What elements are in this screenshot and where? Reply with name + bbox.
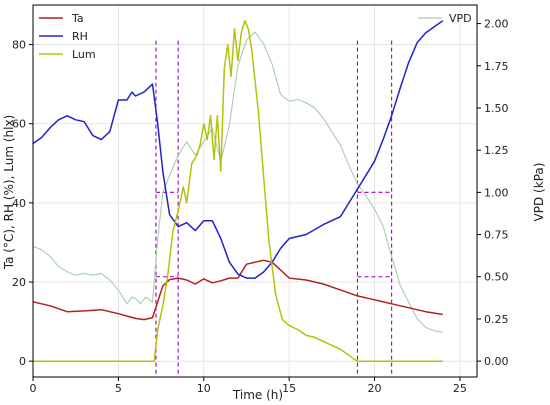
y-right-tick-label: 1.50 bbox=[484, 102, 509, 115]
legend-label-vpd: VPD bbox=[449, 12, 472, 25]
legend-label-rh: RH bbox=[72, 30, 88, 43]
series-lines bbox=[32, 20, 444, 362]
y-right-tick-label: 1.75 bbox=[484, 60, 509, 73]
series-line-vpd bbox=[32, 31, 443, 333]
y-left-tick-label: 40 bbox=[12, 197, 26, 210]
y-right-tick-label: 2.00 bbox=[484, 18, 509, 31]
x-tick-label: 25 bbox=[453, 382, 467, 395]
x-axis-label: Time (h) bbox=[232, 388, 283, 402]
x-tick-label: 0 bbox=[30, 382, 37, 395]
y-right-tick-label: 1.00 bbox=[484, 186, 509, 199]
series-line-lum bbox=[33, 20, 443, 362]
y-left-tick-label: 80 bbox=[12, 39, 26, 52]
axis-ticks: 0 5 10 15 20 25 0 20 40 60 80 0.00 0.25 0.50 0.75 1.00 1… bbox=[12, 18, 509, 395]
series-line-rh bbox=[32, 20, 444, 279]
x-tick-label: 5 bbox=[115, 382, 122, 395]
y-axis-right-label: VPD (kPa) bbox=[532, 163, 546, 222]
y-right-tick-label: 0.25 bbox=[484, 313, 509, 326]
x-tick-label: 15 bbox=[282, 382, 296, 395]
legend-right: VPD bbox=[418, 12, 472, 25]
y-right-tick-label: 0.50 bbox=[484, 271, 509, 284]
legend-label-ta: Ta bbox=[71, 12, 84, 25]
x-tick-label: 10 bbox=[197, 382, 211, 395]
series-line-ta bbox=[32, 259, 443, 321]
y-axis-left-label: Ta (°C), RH (%), Lum (hlx) bbox=[2, 115, 16, 270]
grid bbox=[32, 5, 477, 377]
guide-lines bbox=[155, 40, 393, 377]
y-left-tick-label: 0 bbox=[19, 355, 26, 368]
y-left-tick-label: 20 bbox=[12, 276, 26, 289]
y-right-tick-label: 1.25 bbox=[484, 144, 509, 157]
y-right-tick-label: 0.75 bbox=[484, 229, 509, 242]
x-tick-label: 20 bbox=[368, 382, 382, 395]
legend-label-lum: Lum bbox=[72, 48, 96, 61]
plot-frame bbox=[32, 4, 478, 378]
legend-left: Ta RH Lum bbox=[39, 12, 96, 61]
y-right-tick-label: 0.00 bbox=[484, 355, 509, 368]
y-left-tick-label: 60 bbox=[12, 118, 26, 131]
